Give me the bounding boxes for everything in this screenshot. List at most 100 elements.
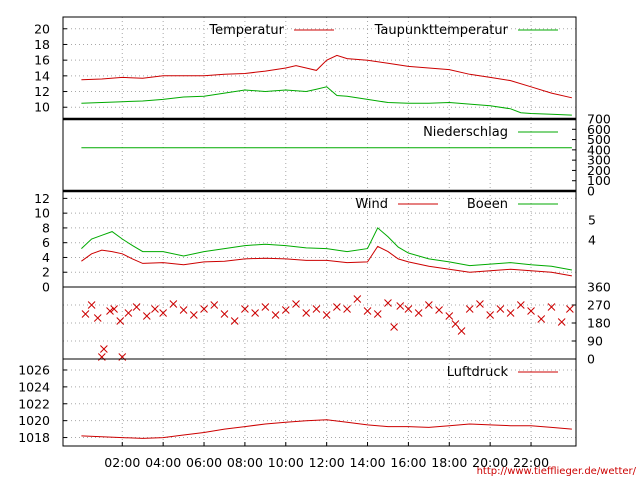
direction-marker (302, 309, 311, 317)
direction-marker (451, 320, 460, 328)
temperature-ytick-label: 10 (34, 100, 50, 115)
direction-marker (87, 301, 96, 309)
direction-marker (363, 307, 372, 315)
direction-marker (527, 307, 535, 315)
direction-marker (106, 307, 114, 315)
direction-marker (465, 305, 474, 313)
direction-marker (210, 301, 219, 309)
direction-marker (476, 300, 484, 308)
direction-marker (404, 305, 413, 313)
temperature-ytick-label: 14 (34, 68, 50, 83)
precipitation-ytick-label: 0 (587, 184, 595, 199)
direction-marker (81, 310, 90, 318)
temperature-ytick-label: 16 (34, 53, 50, 68)
direction-marker (100, 345, 108, 353)
legend-label: Wind (355, 197, 388, 212)
direction-marker (312, 305, 321, 313)
wind-right-label: 5 (588, 213, 596, 228)
wind-ytick-label: 4 (42, 250, 50, 265)
wind-direction-ytick-label: 0 (587, 352, 595, 367)
wind-ytick-label: 10 (34, 206, 50, 221)
wind-ytick-label: 8 (42, 220, 50, 235)
direction-marker (486, 311, 495, 319)
legend-label: Taupunkttemperatur (374, 23, 509, 38)
direction-marker (390, 323, 398, 331)
precipitation-ytick-label: 600 (587, 122, 611, 137)
direction-marker (116, 317, 125, 325)
temperature-ytick-label: 18 (34, 37, 50, 52)
direction-marker (261, 303, 270, 311)
xtick-label: 06:00 (186, 455, 222, 470)
direction-marker (110, 305, 118, 313)
direction-marker (281, 306, 290, 314)
direction-marker (151, 305, 159, 313)
pressure-frame (62, 358, 577, 447)
direction-marker (159, 309, 168, 317)
wind-line (81, 245, 572, 277)
direction-marker (457, 327, 466, 335)
direction-marker (292, 300, 300, 308)
direction-marker (93, 314, 102, 322)
direction-marker (547, 303, 556, 311)
xtick-label: 20:00 (472, 455, 508, 470)
direction-marker (251, 309, 259, 317)
direction-marker (566, 305, 574, 313)
wind-right-label: 4 (588, 233, 596, 248)
xtick-label: 10:00 (268, 455, 304, 470)
wind-direction-panel (62, 286, 577, 361)
precipitation-ytick-label: 500 (587, 132, 611, 147)
direction-marker (414, 309, 423, 317)
pressure-panel (62, 358, 577, 447)
temperatur-line (81, 54, 573, 99)
pressure-ytick-label: 1022 (18, 396, 50, 411)
direction-marker (557, 318, 566, 326)
pressure-ytick-label: 1024 (18, 379, 50, 394)
direction-marker (424, 301, 433, 309)
direction-marker (132, 303, 141, 311)
wind-panel (62, 190, 577, 288)
direction-marker (435, 306, 443, 314)
pressure-ytick-label: 1020 (18, 413, 50, 428)
precipitation-ytick-label: 700 (587, 112, 611, 127)
direction-marker (230, 317, 239, 325)
credit-link[interactable]: http://www.tiefflieger.de/wetter/ (477, 466, 637, 477)
legend-label: Boeen (467, 197, 508, 212)
direction-marker (200, 305, 208, 313)
precipitation-ytick-label: 200 (587, 163, 611, 178)
direction-marker (142, 312, 151, 320)
wind-ytick-label: 2 (42, 265, 50, 280)
luftdruck-line (81, 419, 572, 439)
temperature-ytick-label: 20 (34, 21, 50, 36)
direction-marker (353, 295, 362, 303)
xtick-label: 12:00 (309, 455, 345, 470)
pressure-ytick-label: 1018 (18, 430, 50, 445)
legend-label: Luftdruck (447, 365, 509, 380)
direction-marker (506, 309, 515, 317)
direction-marker (537, 315, 546, 323)
direction-marker (271, 311, 280, 319)
legend-label: Niederschlag (423, 125, 508, 140)
direction-marker (169, 300, 178, 308)
direction-marker (124, 309, 133, 317)
direction-marker (333, 303, 341, 311)
precipitation-ytick-label: 100 (587, 173, 611, 188)
precipitation-ytick-label: 300 (587, 153, 611, 168)
legend-label: Temperatur (208, 23, 284, 38)
direction-marker (189, 311, 198, 319)
direction-marker (373, 310, 382, 318)
wind-ytick-label: 6 (42, 235, 50, 250)
xtick-label: 18:00 (431, 455, 467, 470)
direction-marker (179, 306, 188, 314)
direction-marker (241, 305, 249, 313)
precipitation-ytick-label: 400 (587, 142, 611, 157)
temperature-panel (62, 16, 577, 120)
wind-ytick-label: 12 (34, 191, 50, 206)
direction-marker (384, 299, 392, 307)
wind-direction-ytick-label: 90 (587, 334, 603, 349)
direction-marker (343, 305, 351, 313)
boeen-line (81, 227, 572, 271)
xtick-label: 16:00 (390, 455, 426, 470)
xtick-label: 02:00 (104, 455, 140, 470)
direction-marker (322, 311, 331, 319)
